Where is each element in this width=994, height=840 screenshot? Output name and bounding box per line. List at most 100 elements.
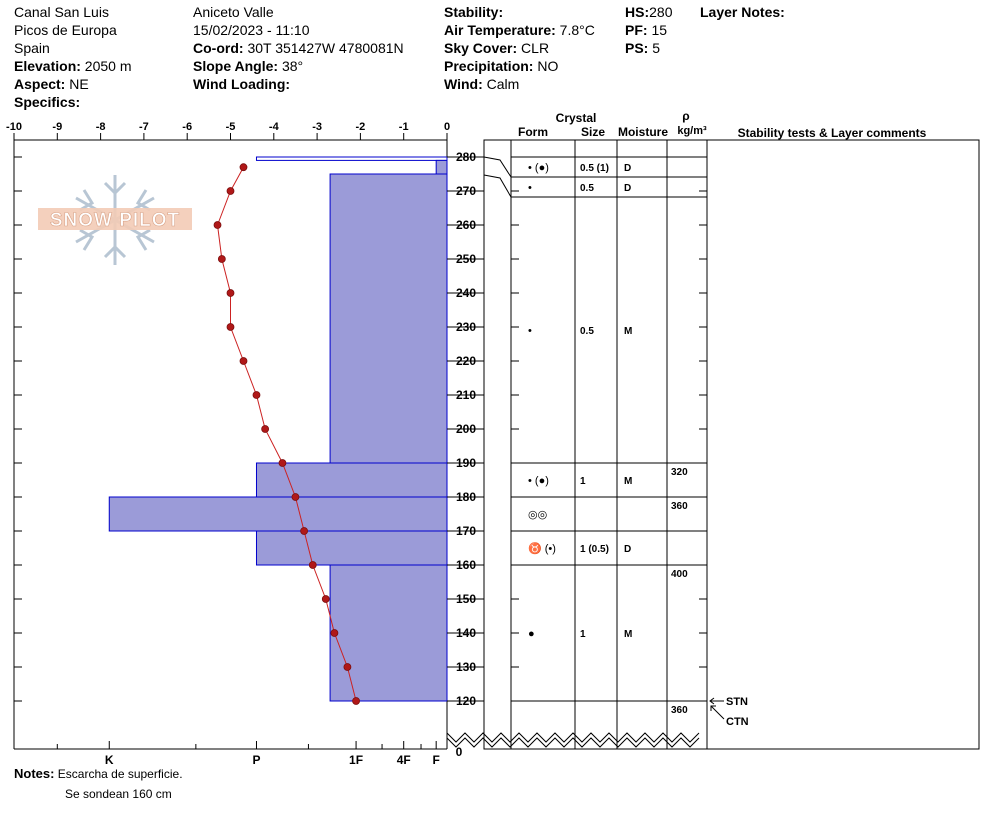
height-zero-label: 0 bbox=[456, 745, 463, 759]
observer-name: Aniceto Valle bbox=[193, 4, 274, 20]
sky-row: Sky Cover: CLR bbox=[444, 39, 595, 57]
temperature-point bbox=[291, 493, 300, 501]
pf-row: PF: 15 bbox=[625, 21, 672, 39]
wind-loading-label: Wind Loading: bbox=[193, 76, 291, 92]
hardness-axis: IKP1F4FF bbox=[56, 741, 440, 767]
wind-loading-row: Wind Loading: bbox=[193, 75, 404, 93]
zigzag-line bbox=[446, 737, 700, 748]
stability-header: Stability tests & Layer comments bbox=[738, 126, 927, 140]
sky-label: Sky Cover: bbox=[444, 40, 518, 56]
layer-density: 320 bbox=[671, 467, 688, 478]
slope-row: Slope Angle: 38° bbox=[193, 57, 404, 75]
layer-form: • bbox=[528, 325, 532, 337]
height-tick-label: 170 bbox=[456, 524, 476, 538]
logo-text: SNOW PILOT bbox=[50, 210, 180, 231]
notes-text-2: Se sondean 160 cm bbox=[65, 787, 172, 801]
temp-tick-label: -3 bbox=[312, 121, 322, 133]
height-tick-label: 250 bbox=[456, 252, 476, 266]
hardness-tick-label: 4F bbox=[397, 753, 411, 767]
specifics-row: Specifics: bbox=[14, 93, 132, 111]
precip-row: Precipitation: NO bbox=[444, 57, 595, 75]
header-depths: HS:280 PF: 15 PS: 5 bbox=[625, 3, 672, 57]
height-tick-label: 160 bbox=[456, 558, 476, 572]
slope-value: 38° bbox=[281, 58, 304, 74]
layer-size: 0.5 (1) bbox=[580, 163, 609, 174]
layer-notes-header: Layer Notes: bbox=[700, 3, 785, 21]
temperature-point bbox=[321, 595, 330, 603]
height-tick-label: 140 bbox=[456, 626, 476, 640]
layer-connector bbox=[483, 156, 512, 178]
layer-table-frame bbox=[483, 139, 980, 750]
air-temp-label: Air Temperature: bbox=[444, 22, 556, 38]
hardness-bar bbox=[435, 159, 448, 175]
layer-moisture: D bbox=[624, 163, 631, 174]
temp-tick-label: -4 bbox=[269, 121, 280, 133]
temp-tick-label: -10 bbox=[6, 121, 22, 133]
aspect-label: Aspect: bbox=[14, 76, 66, 92]
hardness-layers bbox=[108, 156, 448, 702]
layer-notes-label: Layer Notes: bbox=[700, 4, 785, 20]
temperature-point bbox=[343, 663, 352, 671]
temperature-point bbox=[217, 255, 226, 263]
layer-form: • (●) bbox=[528, 475, 549, 487]
layer-size: 1 bbox=[580, 629, 586, 640]
coord-row: Co-ord: 30T 351427W 4780081N bbox=[193, 39, 404, 57]
temperature-profile bbox=[213, 163, 360, 705]
ground-break bbox=[446, 732, 700, 748]
pf-value: 15 bbox=[651, 22, 668, 38]
layer-moisture: M bbox=[624, 629, 632, 640]
header-left: Canal San Luis Picos de Europa Spain Ele… bbox=[14, 3, 132, 111]
temperature-point bbox=[352, 697, 360, 705]
temperature-point bbox=[300, 527, 309, 535]
notes-label: Notes: bbox=[14, 766, 55, 781]
temp-tick-label: -5 bbox=[226, 121, 236, 133]
hardness-bar bbox=[255, 156, 448, 161]
ps-value: 5 bbox=[652, 40, 661, 56]
wind-row: Wind: Calm bbox=[444, 75, 595, 93]
hardness-tick-label: F bbox=[433, 753, 440, 767]
size-header: Size bbox=[581, 125, 605, 139]
layer-density: 360 bbox=[671, 501, 688, 512]
coord-label: Co-ord: bbox=[193, 40, 244, 56]
temp-tick-label: -1 bbox=[399, 121, 409, 133]
layer-form: • (●) bbox=[528, 162, 549, 174]
layer-connector bbox=[483, 174, 512, 198]
hs-value: 280 bbox=[649, 4, 673, 20]
stability-test-label: STN bbox=[726, 696, 748, 708]
form-header: Form bbox=[518, 125, 548, 139]
aspect-value: NE bbox=[69, 76, 89, 92]
temperature-point bbox=[226, 187, 235, 195]
temperature-point bbox=[226, 323, 235, 331]
temperature-point bbox=[213, 221, 222, 229]
stability-row: Stability: bbox=[444, 3, 595, 21]
temperature-point bbox=[261, 425, 270, 433]
rho-header: ρ bbox=[682, 109, 689, 123]
height-tick-label: 260 bbox=[456, 218, 476, 232]
temp-tick-label: -6 bbox=[182, 121, 192, 133]
elevation-label: Elevation: bbox=[14, 58, 81, 74]
hardness-tick-label: 1F bbox=[349, 753, 363, 767]
layer-density: 400 bbox=[671, 569, 688, 580]
wind-label: Wind: bbox=[444, 76, 483, 92]
height-tick-label: 270 bbox=[456, 184, 476, 198]
temperature-point bbox=[226, 289, 235, 297]
temp-tick-label: -9 bbox=[52, 121, 62, 133]
elevation-value: 2050 m bbox=[84, 58, 132, 74]
snowpilot-logo: SNOW PILOT bbox=[38, 175, 192, 265]
ctn-arrowhead bbox=[710, 705, 716, 711]
pf-label: PF: bbox=[625, 22, 648, 38]
height-tick-label: 220 bbox=[456, 354, 476, 368]
layer-moisture: M bbox=[624, 476, 632, 487]
elevation-row: Elevation: 2050 m bbox=[14, 57, 132, 75]
coord-value: 30T 351427W 4780081N bbox=[247, 40, 404, 56]
height-tick-label: 210 bbox=[456, 388, 476, 402]
height-tick-label: 240 bbox=[456, 286, 476, 300]
layer-moisture: D bbox=[624, 544, 631, 555]
observation-datetime: 15/02/2023 - 11:10 bbox=[193, 22, 310, 38]
layer-form: ● bbox=[528, 628, 535, 640]
header-weather: Stability: Air Temperature: 7.8°C Sky Co… bbox=[444, 3, 595, 93]
slope-label: Slope Angle: bbox=[193, 58, 279, 74]
layer-moisture: D bbox=[624, 183, 631, 194]
density-unit-header: kg/m³ bbox=[677, 125, 707, 137]
snow-profile-chart: SNOW PILOT -10-9-8-7-6-5-4-3-2-10 IKP1F4… bbox=[6, 109, 980, 767]
